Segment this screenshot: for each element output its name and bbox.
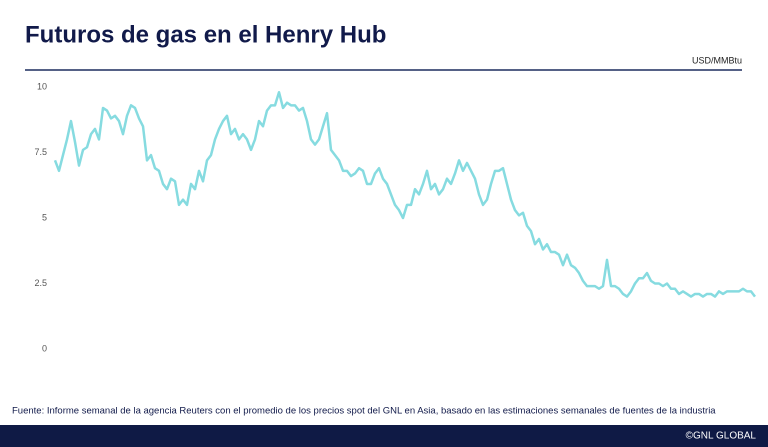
- footer-bar: [0, 425, 768, 447]
- y-tick-label: 2.5: [34, 278, 47, 288]
- data-line: [53, 90, 756, 298]
- source-note: Fuente: Informe semanal de la agencia Re…: [12, 406, 716, 417]
- unit-label: USD/MMBtu: [692, 55, 742, 65]
- y-tick-label: 10: [37, 81, 47, 91]
- y-tick-label: 5: [42, 212, 47, 222]
- y-tick-label: 0: [42, 343, 47, 353]
- chart-title: Futuros de gas en el Henry Hub: [25, 21, 386, 48]
- footer-brand: ©GNL GLOBAL: [686, 431, 757, 442]
- y-tick-label: 7.5: [34, 147, 47, 157]
